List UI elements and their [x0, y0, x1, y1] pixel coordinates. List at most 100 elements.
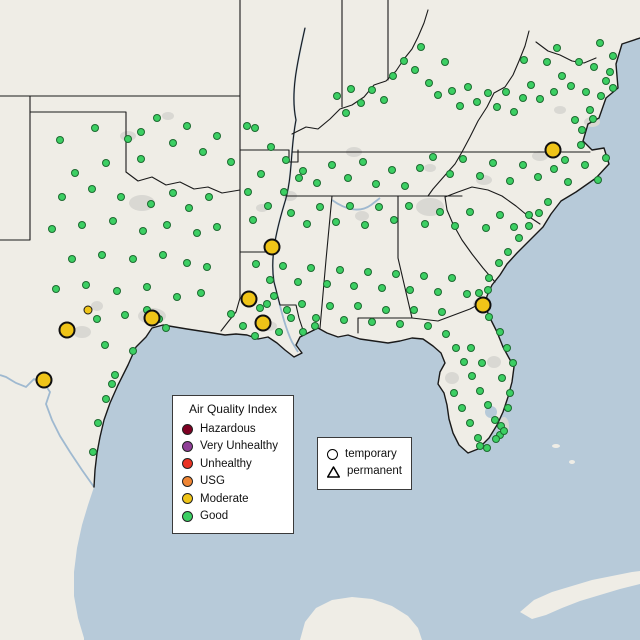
marker-good[interactable] [368, 318, 376, 326]
marker-good[interactable] [525, 222, 533, 230]
marker-good[interactable] [375, 203, 383, 211]
marker-good[interactable] [446, 170, 454, 178]
marker-good[interactable] [450, 389, 458, 397]
marker-good[interactable] [520, 56, 528, 64]
marker-good[interactable] [474, 434, 482, 442]
marker-good[interactable] [441, 58, 449, 66]
marker-good[interactable] [515, 234, 523, 242]
marker-good[interactable] [169, 139, 177, 147]
marker-good[interactable] [88, 185, 96, 193]
marker-good[interactable] [357, 99, 365, 107]
marker-good[interactable] [173, 293, 181, 301]
marker-good[interactable] [129, 347, 137, 355]
marker-good[interactable] [527, 81, 535, 89]
marker-good[interactable] [298, 300, 306, 308]
marker-good[interactable] [252, 260, 260, 268]
marker-good[interactable] [567, 82, 575, 90]
marker-good[interactable] [553, 44, 561, 52]
marker-good[interactable] [163, 221, 171, 229]
marker-good[interactable] [263, 300, 271, 308]
marker-good[interactable] [401, 182, 409, 190]
marker-good[interactable] [183, 259, 191, 267]
marker-good[interactable] [452, 344, 460, 352]
marker-good[interactable] [503, 344, 511, 352]
marker-moderate-large[interactable] [254, 314, 272, 332]
marker-good[interactable] [121, 311, 129, 319]
marker-good[interactable] [307, 264, 315, 272]
marker-good[interactable] [502, 88, 510, 96]
marker-good[interactable] [364, 268, 372, 276]
marker-good[interactable] [442, 330, 450, 338]
marker-good[interactable] [213, 223, 221, 231]
marker-good[interactable] [359, 158, 367, 166]
marker-good[interactable] [417, 43, 425, 51]
marker-good[interactable] [606, 68, 614, 76]
marker-good[interactable] [162, 324, 170, 332]
marker-good[interactable] [405, 202, 413, 210]
marker-good[interactable] [468, 372, 476, 380]
marker-good[interactable] [525, 211, 533, 219]
marker-moderate-large[interactable] [240, 290, 258, 308]
marker-good[interactable] [243, 122, 251, 130]
marker-good[interactable] [438, 308, 446, 316]
marker-good[interactable] [93, 315, 101, 323]
marker-good[interactable] [340, 316, 348, 324]
marker-good[interactable] [504, 404, 512, 412]
marker-good[interactable] [493, 103, 501, 111]
marker-good[interactable] [436, 208, 444, 216]
marker-moderate-large[interactable] [143, 309, 161, 327]
marker-good[interactable] [483, 444, 491, 452]
marker-good[interactable] [183, 122, 191, 130]
marker-good[interactable] [478, 359, 486, 367]
marker-good[interactable] [139, 227, 147, 235]
marker-good[interactable] [213, 132, 221, 140]
marker-good[interactable] [400, 57, 408, 65]
marker-good[interactable] [594, 176, 602, 184]
marker-good[interactable] [582, 88, 590, 96]
marker-good[interactable] [581, 161, 589, 169]
marker-good[interactable] [332, 218, 340, 226]
marker-good[interactable] [434, 288, 442, 296]
marker-good[interactable] [124, 135, 132, 143]
marker-good[interactable] [466, 208, 474, 216]
marker-good[interactable] [333, 92, 341, 100]
marker-good[interactable] [299, 167, 307, 175]
marker-good[interactable] [510, 108, 518, 116]
marker-good[interactable] [159, 251, 167, 259]
marker-good[interactable] [280, 188, 288, 196]
marker-good[interactable] [586, 106, 594, 114]
marker-good[interactable] [484, 286, 492, 294]
marker-good[interactable] [536, 95, 544, 103]
marker-good[interactable] [473, 98, 481, 106]
marker-good[interactable] [108, 380, 116, 388]
marker-good[interactable] [344, 174, 352, 182]
marker-good[interactable] [558, 72, 566, 80]
marker-good[interactable] [58, 193, 66, 201]
marker-good[interactable] [456, 102, 464, 110]
marker-good[interactable] [476, 387, 484, 395]
marker-good[interactable] [416, 164, 424, 172]
marker-good[interactable] [485, 274, 493, 282]
marker-good[interactable] [410, 306, 418, 314]
marker-good[interactable] [193, 229, 201, 237]
marker-good[interactable] [303, 220, 311, 228]
marker-good[interactable] [91, 124, 99, 132]
marker-good[interactable] [485, 313, 493, 321]
marker-good[interactable] [550, 88, 558, 96]
marker-moderate-large[interactable] [35, 371, 53, 389]
marker-good[interactable] [137, 128, 145, 136]
marker-good[interactable] [342, 109, 350, 117]
marker-good[interactable] [109, 217, 117, 225]
marker-good[interactable] [609, 52, 617, 60]
marker-good[interactable] [575, 58, 583, 66]
marker-good[interactable] [102, 159, 110, 167]
marker-good[interactable] [421, 220, 429, 228]
marker-good[interactable] [368, 86, 376, 94]
marker-good[interactable] [346, 202, 354, 210]
marker-good[interactable] [463, 290, 471, 298]
marker-good[interactable] [98, 251, 106, 259]
marker-good[interactable] [550, 165, 558, 173]
marker-good[interactable] [496, 211, 504, 219]
marker-good[interactable] [429, 153, 437, 161]
